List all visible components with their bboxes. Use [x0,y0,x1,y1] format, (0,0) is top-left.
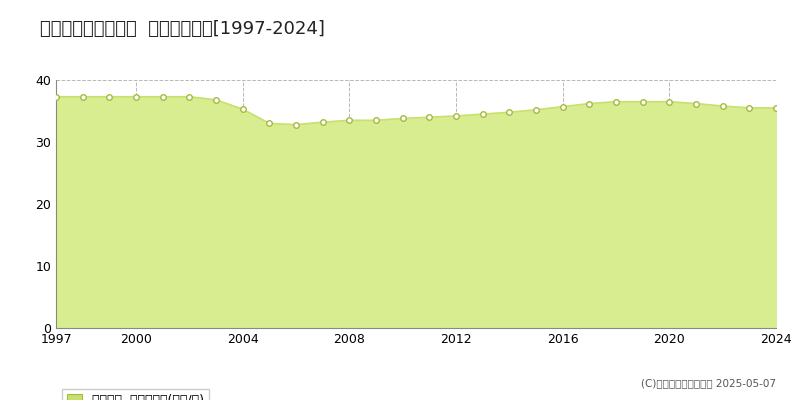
Text: 駿東郡長泉町南一色  基準地価推移[1997-2024]: 駿東郡長泉町南一色 基準地価推移[1997-2024] [40,20,325,38]
Text: (C)土地価格ドットコム 2025-05-07: (C)土地価格ドットコム 2025-05-07 [641,378,776,388]
Legend: 基準地価  平均嵪単価(万円/嵪): 基準地価 平均嵪単価(万円/嵪) [62,389,210,400]
